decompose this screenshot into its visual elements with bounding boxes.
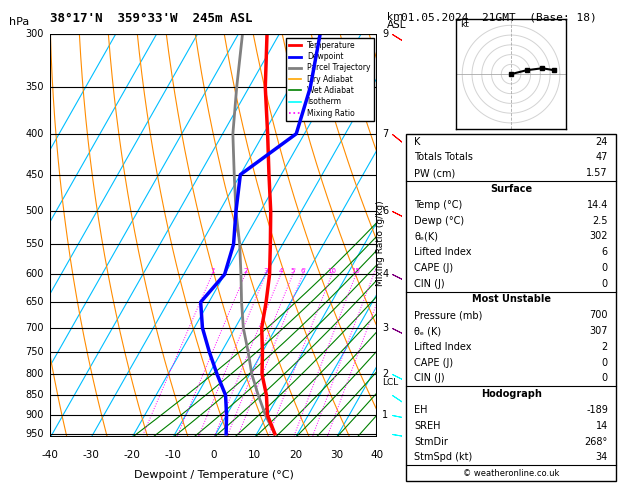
Text: 2: 2 (602, 342, 608, 352)
Text: -20: -20 (124, 450, 140, 459)
Text: kt: kt (460, 20, 469, 29)
Text: 450: 450 (25, 170, 44, 180)
Text: CIN (J): CIN (J) (414, 278, 445, 289)
Text: 5: 5 (291, 268, 295, 275)
Text: 600: 600 (25, 269, 44, 279)
Text: Temp (°C): Temp (°C) (414, 200, 462, 210)
Text: 750: 750 (25, 347, 44, 357)
Legend: Temperature, Dewpoint, Parcel Trajectory, Dry Adiabat, Wet Adiabat, Isotherm, Mi: Temperature, Dewpoint, Parcel Trajectory… (286, 38, 374, 121)
Text: θₑ (K): θₑ (K) (414, 326, 442, 336)
Text: 350: 350 (25, 83, 44, 92)
Text: PW (cm): PW (cm) (414, 168, 455, 178)
Text: 34: 34 (596, 452, 608, 463)
Text: Totals Totals: Totals Totals (414, 152, 473, 162)
Text: 4: 4 (382, 269, 389, 279)
Text: Dewp (°C): Dewp (°C) (414, 215, 464, 226)
Text: Mixing Ratio (g/kg): Mixing Ratio (g/kg) (376, 200, 385, 286)
Text: 500: 500 (25, 206, 44, 216)
Text: hPa: hPa (9, 17, 30, 27)
Text: 2.5: 2.5 (593, 215, 608, 226)
Text: -40: -40 (42, 450, 58, 459)
Text: 24: 24 (596, 137, 608, 147)
Text: StmDir: StmDir (414, 436, 448, 447)
Text: 14: 14 (596, 421, 608, 431)
Text: 47: 47 (596, 152, 608, 162)
Text: 30: 30 (330, 450, 343, 459)
Text: θₑ(K): θₑ(K) (414, 231, 438, 242)
Text: 550: 550 (25, 239, 44, 249)
Text: -30: -30 (83, 450, 99, 459)
Text: 01.05.2024  21GMT  (Base: 18): 01.05.2024 21GMT (Base: 18) (401, 12, 597, 22)
Text: CAPE (J): CAPE (J) (414, 263, 454, 273)
Text: 268°: 268° (585, 436, 608, 447)
Text: Lifted Index: Lifted Index (414, 247, 472, 257)
Text: 302: 302 (589, 231, 608, 242)
Text: K: K (414, 137, 421, 147)
Text: 10: 10 (248, 450, 261, 459)
Text: km: km (387, 12, 403, 22)
Text: 400: 400 (25, 129, 44, 139)
Text: SREH: SREH (414, 421, 441, 431)
Text: StmSpd (kt): StmSpd (kt) (414, 452, 472, 463)
Text: 1: 1 (210, 268, 214, 275)
Text: -10: -10 (165, 450, 181, 459)
Text: ASL: ASL (387, 20, 406, 31)
Text: 1.57: 1.57 (586, 168, 608, 178)
Text: 6: 6 (602, 247, 608, 257)
Text: 14.4: 14.4 (587, 200, 608, 210)
Text: 0: 0 (602, 358, 608, 368)
Text: 40: 40 (371, 450, 384, 459)
Text: 3: 3 (382, 323, 389, 333)
Text: Hodograph: Hodograph (481, 389, 542, 399)
Text: 6: 6 (301, 268, 305, 275)
Text: 800: 800 (25, 369, 44, 379)
Text: 7: 7 (382, 129, 389, 139)
Text: EH: EH (414, 405, 428, 415)
Text: © weatheronline.co.uk: © weatheronline.co.uk (463, 469, 559, 478)
Text: 700: 700 (25, 323, 44, 333)
Text: Pressure (mb): Pressure (mb) (414, 310, 482, 320)
Text: 300: 300 (25, 29, 44, 39)
Text: 20: 20 (289, 450, 302, 459)
Text: 900: 900 (25, 410, 44, 420)
Text: Surface: Surface (490, 184, 532, 194)
Text: LCL: LCL (382, 378, 399, 387)
Text: 10: 10 (327, 268, 337, 275)
Text: 6: 6 (382, 206, 389, 216)
Text: 650: 650 (25, 297, 44, 307)
Text: CIN (J): CIN (J) (414, 373, 445, 383)
Text: 4: 4 (279, 268, 283, 275)
Text: 0: 0 (602, 278, 608, 289)
Text: Lifted Index: Lifted Index (414, 342, 472, 352)
Text: -189: -189 (586, 405, 608, 415)
Text: Most Unstable: Most Unstable (472, 295, 550, 305)
Text: 0: 0 (602, 263, 608, 273)
Text: CAPE (J): CAPE (J) (414, 358, 454, 368)
Text: 2: 2 (243, 268, 247, 275)
Text: 700: 700 (589, 310, 608, 320)
Text: 1: 1 (382, 410, 389, 420)
Text: 950: 950 (25, 429, 44, 439)
Text: 38°17'N  359°33'W  245m ASL: 38°17'N 359°33'W 245m ASL (50, 12, 253, 25)
Text: 15: 15 (352, 268, 360, 275)
Text: 9: 9 (382, 29, 389, 39)
Text: 3: 3 (264, 268, 268, 275)
Text: 2: 2 (382, 369, 389, 379)
Text: 0: 0 (211, 450, 217, 459)
Text: 307: 307 (589, 326, 608, 336)
Text: Dewpoint / Temperature (°C): Dewpoint / Temperature (°C) (134, 469, 294, 480)
Text: 0: 0 (602, 373, 608, 383)
Text: 850: 850 (25, 390, 44, 400)
